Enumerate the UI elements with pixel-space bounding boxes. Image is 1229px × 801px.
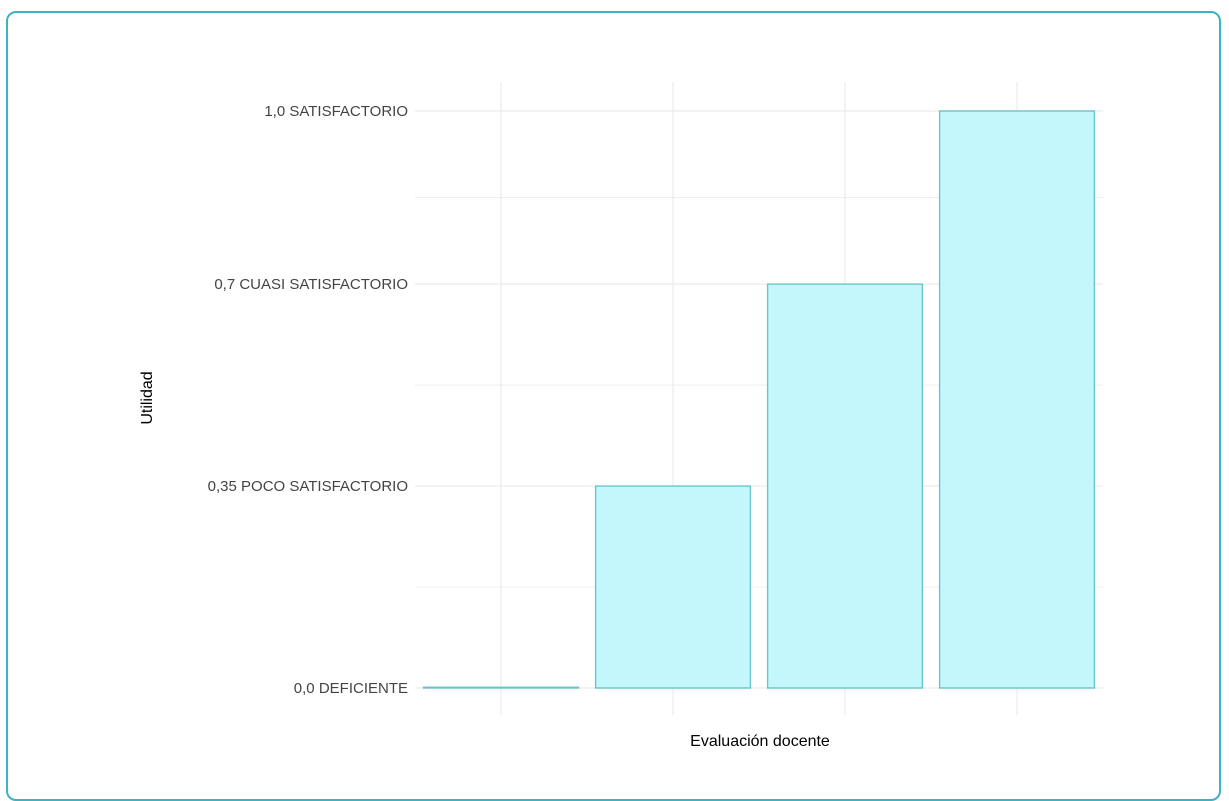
y-tick-labels: 0,0 DEFICIENTE 0,35 POCO SATISFACTORIO 0,7… (208, 103, 408, 697)
y-tick-label: 0,7 CUASI SATISFACTORIO (214, 276, 408, 293)
bar (422, 686, 580, 689)
y-tick-label: 0,35 POCO SATISFACTORIO (208, 478, 408, 495)
x-axis-title: Evaluación docente (690, 733, 830, 750)
bars (422, 110, 1096, 689)
y-tick-label: 1,0 SATISFACTORIO (264, 103, 408, 120)
y-axis-title: Utilidad (139, 371, 156, 424)
bar (766, 283, 924, 689)
bar (594, 485, 752, 689)
bar (938, 110, 1096, 689)
y-tick-label: 0,0 DEFICIENTE (294, 680, 408, 697)
